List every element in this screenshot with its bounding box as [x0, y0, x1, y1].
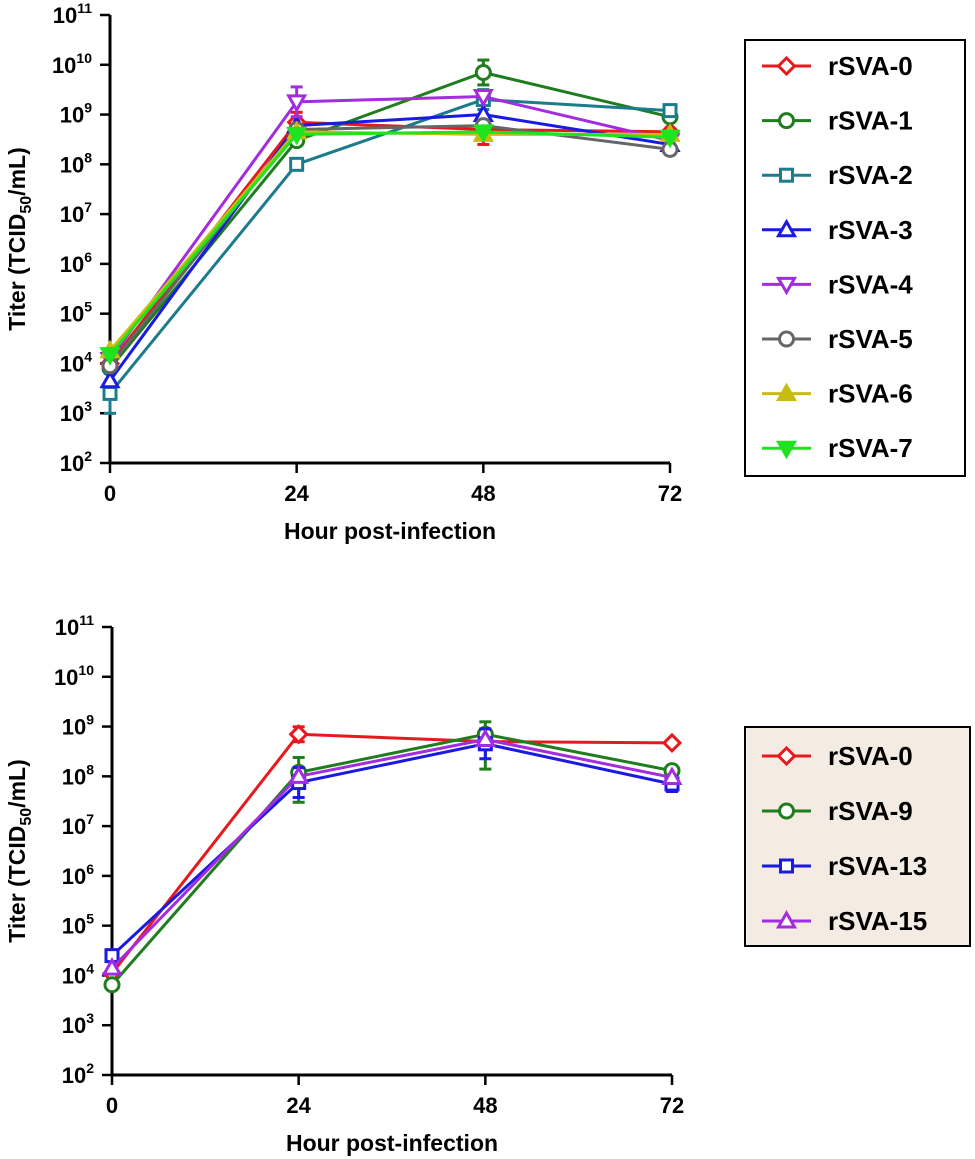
y-tick-label: 106: [60, 249, 92, 277]
x-tick-label: 24: [286, 1093, 311, 1118]
legend-swatch-marker: [778, 330, 795, 348]
series-line-rSVA-3: [108, 113, 671, 382]
legend-label: rSVA-6: [828, 379, 913, 409]
data-point-rSVA-7: [99, 347, 121, 366]
data-point-rSVA-1: [474, 63, 492, 81]
series-line-rSVA-2: [108, 98, 671, 395]
legend-label: rSVA-2: [828, 160, 913, 190]
y-tick-label: 103: [62, 1010, 94, 1038]
legend-swatch-marker: [775, 440, 798, 460]
data-point-rSVA-15: [661, 766, 683, 785]
legend: rSVA-0 rSVA-1 rSVA-2 rSVA-3 rSVA-4 rSVA-5 rSVA…: [744, 39, 966, 477]
series-line-rSVA-15: [110, 737, 673, 970]
data-point-rSVA-4: [286, 94, 308, 113]
y-tick-label: 108: [62, 761, 94, 789]
series-rSVA-7: [99, 124, 681, 366]
data-point-rSVA-0: [288, 724, 309, 745]
y-tick-label: 108: [60, 149, 92, 177]
x-tick-label: 24: [284, 481, 309, 506]
legend-box: [744, 39, 966, 477]
legend-swatch-marker: [779, 858, 794, 874]
data-point-rSVA-7: [472, 124, 494, 143]
y-tick-label: 103: [60, 398, 92, 426]
legend-swatch-marker: [779, 167, 794, 183]
legend-label: rSVA-5: [828, 324, 913, 354]
legend-swatch-marker: [776, 55, 797, 77]
series-line-rSVA-7: [108, 130, 671, 356]
legend-swatch-marker: [776, 745, 797, 767]
series-rSVA-13: [104, 727, 680, 964]
data-point-rSVA-4: [472, 89, 494, 108]
y-tick-label: 105: [60, 299, 92, 327]
data-point-rSVA-15: [101, 957, 123, 976]
legend: rSVA-0 rSVA-9 rSVA-13 rSVA-15: [744, 726, 971, 947]
y-tick-label: 107: [62, 811, 94, 839]
data-point-rSVA-15: [288, 765, 310, 784]
legend-swatch-marker: [778, 802, 795, 820]
y-tick-label: 102: [62, 1060, 94, 1088]
legend-swatch-marker: [775, 276, 798, 296]
series-line-rSVA-0: [110, 732, 673, 975]
data-point-rSVA-0: [661, 732, 683, 753]
legend-label: rSVA-13: [828, 851, 927, 881]
y-tick-label: 1011: [53, 0, 92, 28]
legend-label: rSVA-0: [828, 51, 913, 81]
data-point-rSVA-7: [286, 126, 308, 146]
x-axis-label: Hour post-infection: [284, 518, 496, 544]
y-tick-label: 1011: [55, 612, 94, 640]
series-line-rSVA-4: [108, 95, 671, 361]
series-rSVA-6: [99, 120, 681, 359]
legend-label: rSVA-3: [828, 215, 913, 245]
legend-swatch-marker: [775, 382, 798, 402]
x-tick-label: 48: [471, 481, 495, 506]
data-point-rSVA-2: [102, 385, 118, 401]
series-rSVA-15: [101, 728, 683, 976]
y-tick-label: 109: [60, 100, 92, 128]
y-tick-label: 105: [62, 911, 94, 939]
data-point-rSVA-7: [659, 129, 681, 149]
legend-label: rSVA-9: [828, 796, 913, 826]
x-tick-label: 0: [104, 481, 116, 506]
y-axis-label: Titer (TCID50/mL): [4, 147, 35, 331]
legend-label: rSVA-7: [828, 433, 913, 463]
y-axis-label: Titer (TCID50/mL): [4, 759, 35, 943]
legend-swatch-marker: [775, 909, 798, 929]
series-line-rSVA-13: [110, 742, 673, 957]
legend-label: rSVA-1: [828, 106, 913, 136]
chart-panel-1: 1011 1010 109 108 107 106 105 104 103 102 0 24 48 72 H…: [4, 0, 966, 544]
x-axis-label: Hour post-infection: [286, 1130, 498, 1156]
series-rSVA-5: [101, 117, 679, 375]
legend-swatch-marker: [775, 218, 798, 238]
y-tick-label: 104: [60, 348, 92, 376]
x-tick-label: 48: [473, 1093, 497, 1118]
y-tick-label: 1010: [52, 50, 92, 78]
data-point-rSVA-2: [289, 156, 305, 172]
legend-label: rSVA-0: [828, 741, 913, 771]
y-tick-label: 102: [60, 448, 92, 476]
x-tick-label: 72: [660, 1093, 684, 1118]
series-line-rSVA-5: [108, 124, 671, 367]
y-tick-label: 107: [60, 199, 92, 227]
y-tick-label: 1010: [54, 662, 94, 690]
series-line-rSVA-9: [110, 732, 673, 986]
data-point-rSVA-15: [474, 728, 496, 747]
legend-label: rSVA-15: [828, 906, 927, 936]
data-point-rSVA-9: [103, 976, 121, 994]
y-tick-label: 109: [62, 712, 94, 740]
legend-label: rSVA-4: [828, 269, 913, 299]
data-point-rSVA-3: [99, 369, 121, 389]
series-rSVA-0: [99, 110, 681, 374]
chart-panel-2: 1011 1010 109 108 107 106 105 104 103 102 0 24 48 72 H…: [4, 612, 971, 1156]
y-tick-label: 106: [62, 861, 94, 889]
series-line-rSVA-1: [108, 70, 671, 370]
x-tick-label: 72: [658, 481, 682, 506]
series-rSVA-3: [99, 103, 681, 389]
x-tick-label: 0: [106, 1093, 118, 1118]
legend-box: [744, 726, 971, 947]
y-tick-label: 104: [62, 960, 94, 988]
data-point-rSVA-2: [662, 103, 678, 119]
legend-swatch-marker: [778, 112, 795, 130]
